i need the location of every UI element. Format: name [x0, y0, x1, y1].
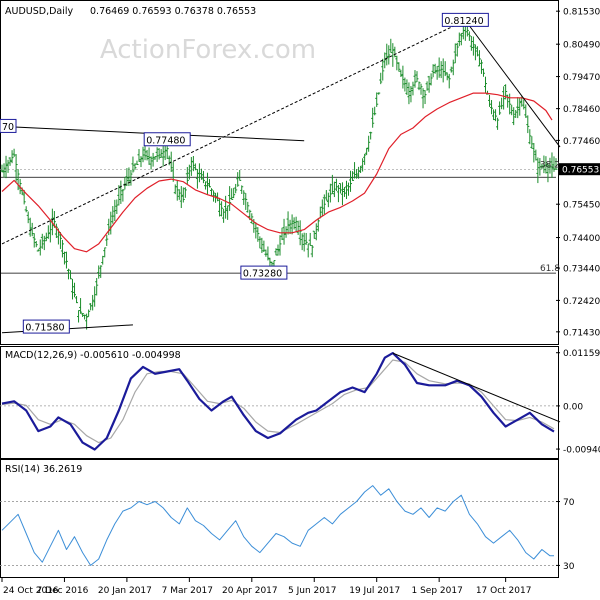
price-pane [0, 0, 559, 345]
moving-average-line [1, 92, 553, 253]
price-tick-label: 0.73440 [563, 265, 600, 275]
price-tick-label: 0.81530 [563, 8, 600, 18]
fib-label: 38.2 [540, 160, 560, 170]
price-annotation-box [441, 12, 489, 27]
macd-pane [0, 346, 559, 459]
price-annotation: 0.81240 [444, 16, 483, 27]
date-tick-label: 5 Jun 2017 [288, 586, 336, 596]
price-annotation: 0.71580 [25, 323, 64, 334]
price-annotation: 0.73280 [243, 269, 282, 280]
price-tick-label: 0.72420 [563, 297, 600, 307]
price-tick-label: 0.75450 [563, 201, 600, 211]
watermark: ActionForex.com [100, 35, 316, 65]
chart-ohlc: 0.76469 0.76593 0.76378 0.76553 [90, 6, 256, 17]
macd-tick-label: 0.00 [563, 402, 583, 412]
price-annotation: 70 [2, 122, 14, 133]
rsi-tick-label: 30 [563, 562, 575, 572]
date-tick-label: 24 Oct 2016 [3, 586, 59, 596]
rsi-plot [0, 485, 556, 566]
date-tick-label: 19 Jul 2017 [349, 586, 400, 596]
rsi-tick-label: 70 [563, 498, 575, 508]
axes: 0.81530 0.80490 0.79470 0.78460 0.77460 0.765… [1, 8, 600, 596]
rsi-title: RSI(14) 36.2619 [5, 464, 82, 475]
price-tick-label: 0.80490 [563, 41, 600, 51]
rsi-pane [0, 459, 559, 578]
price-annotation-box [0, 118, 17, 133]
macd-tick-label: 0.01159 [563, 349, 600, 359]
price-tick-label: 0.79470 [563, 73, 600, 83]
price-tick-label: 0.71430 [563, 328, 600, 338]
trendline [1, 19, 466, 245]
price-bars [0, 16, 558, 330]
macd-tick-label: -0.009408 [563, 446, 600, 456]
macd-title: MACD(12,26,9) -0.005610 -0.004998 [5, 350, 181, 361]
date-tick-label: 1 Sep 2017 [411, 586, 462, 596]
price-tick-label: 0.74400 [563, 234, 600, 244]
rsi-line [1, 485, 554, 566]
price-annotation-box [143, 132, 191, 147]
macd-trendline [392, 352, 561, 423]
fib-label: 61.8 [540, 264, 560, 274]
chart-symbol: AUDUSD,Daily [5, 6, 74, 17]
price-tick-label: 0.78460 [563, 105, 600, 115]
macd-plot [0, 352, 561, 451]
date-tick-label: 7 Dec 2016 [37, 586, 89, 596]
current-price-label: 0.76553 [562, 166, 599, 176]
price-annotation-box [240, 265, 288, 280]
date-tick-label: 7 Mar 2017 [162, 586, 213, 596]
price-annotation: 0.77480 [146, 135, 185, 146]
price-tick-label: 0.77460 [563, 137, 600, 147]
macd-line [1, 352, 555, 451]
price-plot: 0.81240 0.77480 0.73280 0.71580 70 38.2 61.8 [0, 12, 561, 334]
current-price-tag [559, 163, 600, 176]
trendline [464, 20, 561, 148]
date-tick-label: 20 Apr 2017 [222, 586, 278, 596]
date-tick-label: 20 Jan 2017 [98, 586, 152, 596]
price-annotation-box [22, 319, 70, 334]
date-tick-label: 17 Oct 2017 [476, 586, 532, 596]
